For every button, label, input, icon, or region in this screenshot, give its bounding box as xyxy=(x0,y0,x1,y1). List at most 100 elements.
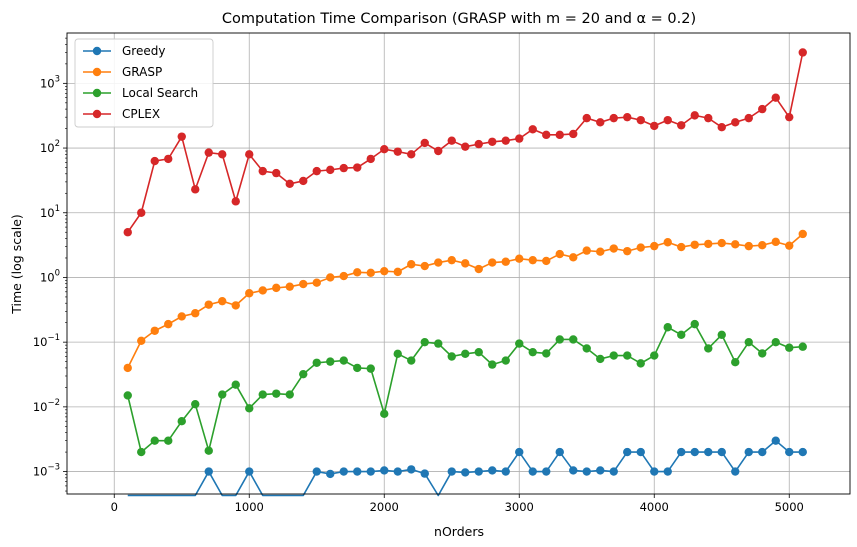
data-point xyxy=(461,349,470,359)
data-point xyxy=(420,261,429,271)
y-tick-label: 103 xyxy=(40,74,60,90)
data-point xyxy=(150,156,159,166)
data-point xyxy=(650,351,659,360)
data-point xyxy=(474,347,483,357)
data-point xyxy=(771,436,780,445)
data-point xyxy=(690,111,699,120)
data-point xyxy=(542,467,551,476)
data-point xyxy=(555,249,564,259)
data-point xyxy=(758,104,767,114)
data-point xyxy=(245,289,254,298)
y-tick-label: 102 xyxy=(40,139,60,155)
data-point xyxy=(339,467,348,476)
data-point xyxy=(164,154,173,164)
data-point xyxy=(596,354,605,364)
data-point xyxy=(677,447,686,457)
series-greedy xyxy=(127,436,807,497)
x-tick-label: 3000 xyxy=(505,500,534,514)
data-point xyxy=(353,467,362,476)
data-point xyxy=(690,319,699,329)
data-point xyxy=(731,118,740,127)
data-point xyxy=(461,142,470,151)
legend-item-cplex: CPLEX xyxy=(83,107,160,121)
data-point xyxy=(366,364,375,373)
data-point xyxy=(488,466,497,475)
data-point xyxy=(623,112,632,122)
data-point xyxy=(366,268,375,278)
data-point xyxy=(704,447,713,457)
data-point xyxy=(285,282,294,291)
series-line-local-search xyxy=(126,323,803,453)
data-point xyxy=(312,358,321,367)
data-point xyxy=(488,360,497,369)
data-point xyxy=(501,257,510,266)
data-point xyxy=(177,312,186,321)
data-point xyxy=(650,467,659,476)
data-point xyxy=(528,255,537,265)
data-point xyxy=(528,347,537,357)
data-point xyxy=(555,447,564,457)
y-tick-label: 100 xyxy=(40,268,60,284)
y-tick-label: 101 xyxy=(40,204,60,220)
data-point xyxy=(434,339,443,348)
data-point xyxy=(380,144,389,154)
legend-label: GRASP xyxy=(122,65,162,79)
data-point xyxy=(474,467,483,476)
data-point xyxy=(569,335,578,344)
legend-item-local-search: Local Search xyxy=(83,86,198,100)
plot-frame xyxy=(66,32,851,495)
legend-label: Local Search xyxy=(122,86,198,100)
data-point xyxy=(191,185,200,194)
data-point xyxy=(164,319,173,329)
data-point xyxy=(623,447,632,457)
data-point xyxy=(366,467,375,476)
data-point xyxy=(798,447,807,457)
data-point xyxy=(569,129,578,139)
data-point xyxy=(798,48,807,57)
data-point xyxy=(785,343,794,352)
data-point xyxy=(353,268,362,277)
data-point xyxy=(798,229,807,239)
legend-marker xyxy=(92,109,102,119)
x-tick-label: 0 xyxy=(111,500,118,514)
data-point xyxy=(218,150,227,159)
data-point xyxy=(447,136,456,145)
data-point xyxy=(326,357,335,366)
data-point xyxy=(744,241,753,251)
data-point xyxy=(501,136,510,145)
data-point xyxy=(272,283,281,293)
data-point xyxy=(555,130,564,140)
data-point xyxy=(407,356,416,365)
x-axis-title: nOrders xyxy=(434,524,484,539)
data-point xyxy=(623,246,632,256)
data-point xyxy=(582,344,591,353)
data-point xyxy=(758,447,767,457)
data-point xyxy=(582,246,591,255)
series-grasp xyxy=(123,229,807,373)
data-point xyxy=(771,337,780,347)
data-point xyxy=(474,264,483,274)
data-point xyxy=(326,273,335,282)
data-point xyxy=(717,238,726,248)
data-point xyxy=(258,286,267,295)
series-line-greedy xyxy=(127,439,803,497)
data-point xyxy=(299,369,308,379)
data-point xyxy=(123,228,132,237)
data-point xyxy=(488,137,497,146)
data-point xyxy=(407,260,416,269)
x-axis: 0 1000 2000 3000 4000 5000 xyxy=(111,494,804,514)
data-point xyxy=(758,349,767,358)
data-point xyxy=(474,139,483,149)
series-local-search xyxy=(123,319,807,457)
data-point xyxy=(650,121,659,131)
data-point xyxy=(447,255,456,265)
data-point xyxy=(245,467,254,476)
data-point xyxy=(393,467,402,476)
data-point xyxy=(380,266,389,276)
data-point xyxy=(528,125,537,134)
legend-marker xyxy=(92,46,102,56)
data-point xyxy=(339,271,348,281)
data-point xyxy=(596,247,605,256)
data-point xyxy=(353,163,362,172)
